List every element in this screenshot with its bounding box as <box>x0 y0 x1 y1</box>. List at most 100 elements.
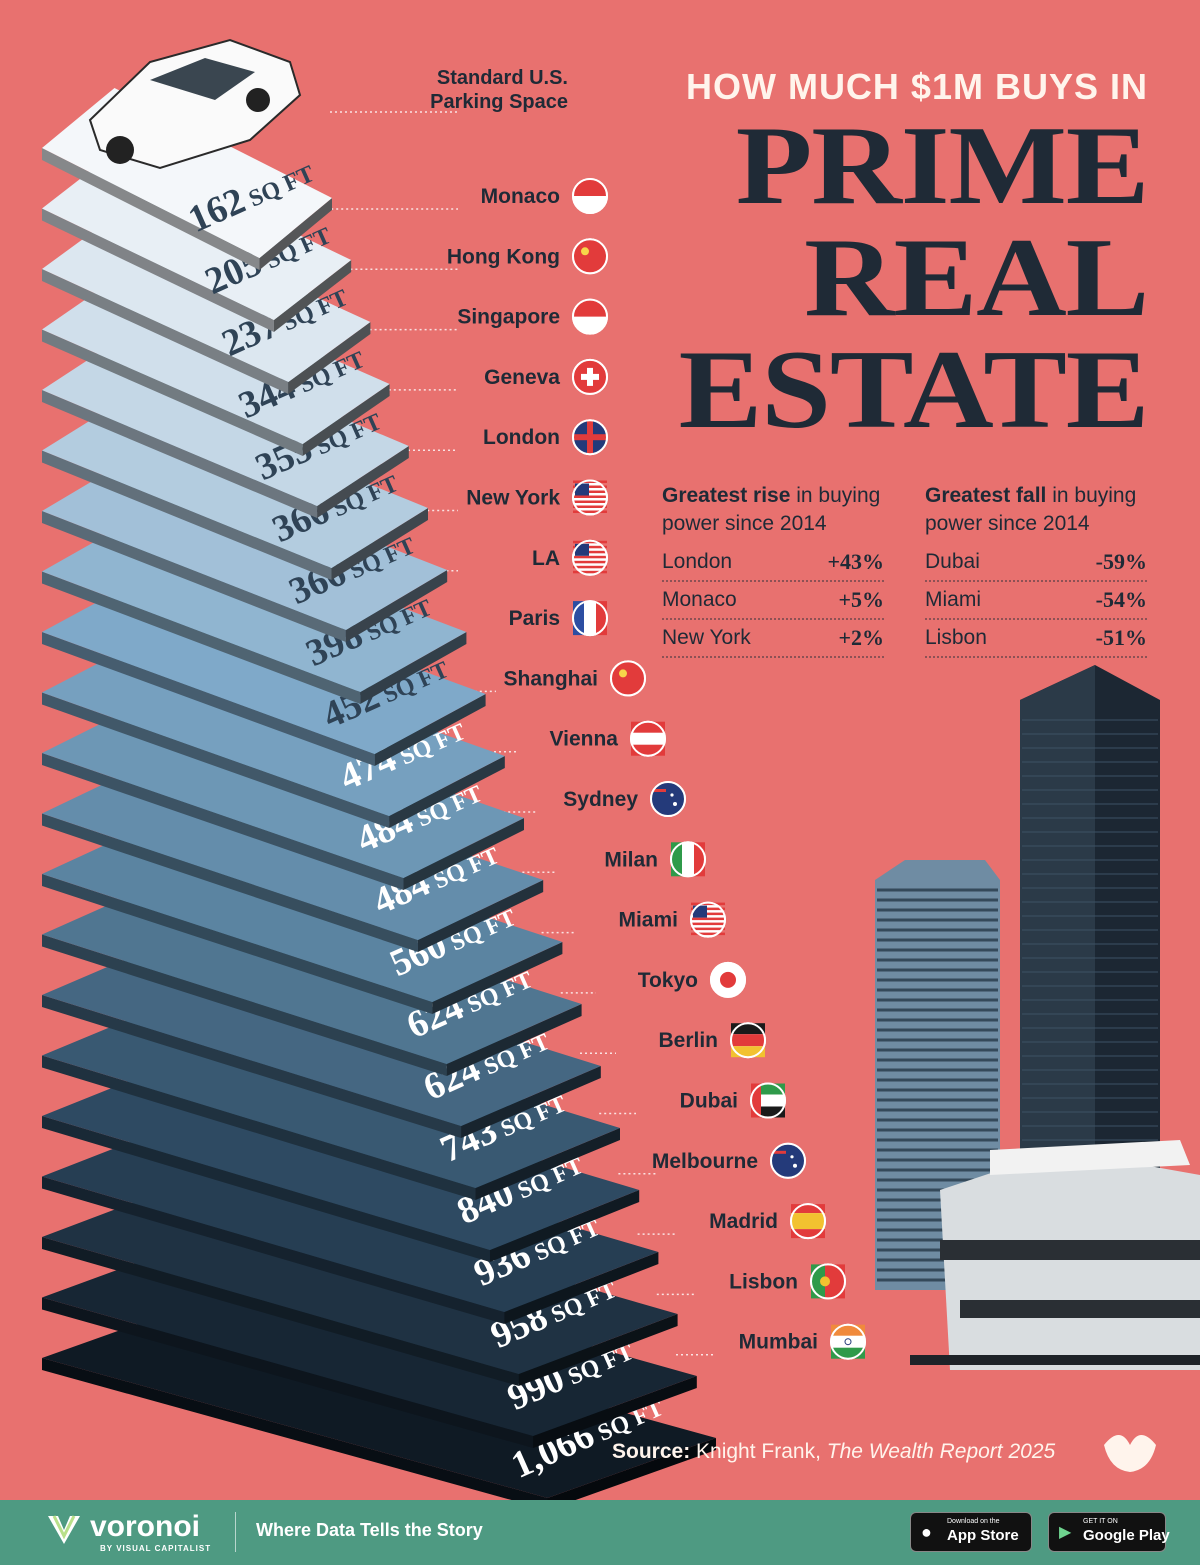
rise-value: +43% <box>827 549 884 574</box>
usa-flag-icon <box>572 479 608 516</box>
city-label: Madrid <box>709 1210 778 1233</box>
city-label: LA <box>532 547 560 570</box>
rise-row: London +43% <box>662 544 884 582</box>
source-label: Source: <box>612 1440 691 1463</box>
australia-flag-icon <box>770 1142 806 1179</box>
uae-flag-icon <box>750 1082 786 1119</box>
fall-city: Dubai <box>925 550 980 573</box>
slab-right-edge <box>432 942 563 1014</box>
uk-flag-icon <box>572 419 608 456</box>
portugal-flag-icon <box>810 1263 846 1300</box>
slab-right-edge <box>331 508 428 580</box>
usa-flag-icon <box>690 901 726 938</box>
china-flag-icon <box>610 660 646 697</box>
slab-right-edge <box>259 198 332 270</box>
visual-capitalist-logo-icon <box>1104 1435 1156 1472</box>
slab-left-edge <box>42 208 274 332</box>
source-publisher: Knight Frank, <box>696 1440 827 1463</box>
fall-row: Lisbon -51% <box>925 620 1147 658</box>
pre-title: HOW MUCH $1M BUYS IN <box>685 66 1148 107</box>
parking-label-line1: Standard U.S. <box>437 67 568 89</box>
slab-left-edge <box>42 269 289 394</box>
city-label: Mumbai <box>739 1331 818 1354</box>
fall-row: Dubai -59% <box>925 544 1147 582</box>
rise-city: London <box>662 550 733 573</box>
city-label: Vienna <box>550 728 619 751</box>
play-icon: ▶ <box>1059 1524 1072 1541</box>
australia-flag-icon <box>650 781 686 817</box>
slab-left-edge <box>42 692 390 828</box>
footer-divider <box>235 1512 236 1552</box>
slab-right-edge <box>403 818 524 890</box>
japan-flag-icon <box>710 961 746 998</box>
slab-right-edge <box>317 446 409 518</box>
india-flag-icon <box>830 1323 866 1360</box>
city-label: Dubai <box>680 1090 738 1113</box>
slab-left-edge <box>42 1055 476 1200</box>
app-store-small-label: Download on the <box>947 1518 1000 1525</box>
city-label: Tokyo <box>638 969 698 992</box>
slab-right-edge <box>533 1376 697 1448</box>
fall-row: Miami -54% <box>925 582 1147 620</box>
hong-kong-flag-icon <box>572 238 608 275</box>
rise-city: New York <box>662 626 751 649</box>
fall-heading-rest: in buying power since 2014 <box>925 484 1137 535</box>
usa-flag-icon <box>572 539 608 576</box>
city-label: London <box>483 426 560 449</box>
slab-right-edge <box>504 1252 659 1324</box>
slab-right-edge <box>489 1190 640 1262</box>
title-line-estate: ESTATE <box>678 328 1149 452</box>
fall-heading: Greatest fall in buying power since 2014 <box>925 482 1175 538</box>
slab-left-edge <box>42 148 260 270</box>
slab-right-edge <box>475 1128 620 1200</box>
italy-flag-icon <box>670 841 706 878</box>
voronoi-logo-icon <box>48 1515 80 1544</box>
rise-row: Monaco +5% <box>662 582 884 620</box>
slab-left-edge <box>42 511 346 642</box>
slab-left-edge <box>42 632 375 766</box>
modern-building-illustration <box>910 1140 1200 1370</box>
rise-heading-rest: in buying power since 2014 <box>662 484 881 535</box>
rise-city: Monaco <box>662 588 737 611</box>
source-title: The Wealth Report 2025 <box>826 1440 1056 1463</box>
google-play-small-label: GET IT ON <box>1083 1518 1118 1525</box>
brand-subtitle: BY VISUAL CAPITALIST <box>100 1544 212 1553</box>
rise-row: New York +2% <box>662 620 884 658</box>
rise-heading: Greatest rise in buying power since 2014 <box>662 482 912 538</box>
slab-right-edge <box>273 260 352 332</box>
city-label: Shanghai <box>503 667 598 690</box>
fall-value: -59% <box>1095 549 1147 574</box>
germany-flag-icon <box>730 1022 766 1059</box>
city-label: Sydney <box>563 788 638 811</box>
fall-heading-bold: Greatest fall <box>925 484 1047 507</box>
spain-flag-icon <box>790 1203 826 1240</box>
app-store-button[interactable]: ● Download on the App Store <box>910 1512 1032 1552</box>
brand-name: voronoi <box>90 1510 200 1543</box>
slab-right-edge <box>288 322 371 394</box>
city-label: Paris <box>509 607 560 630</box>
car-icon <box>88 38 302 170</box>
slab-left-edge <box>42 813 418 952</box>
slab-left-edge <box>42 450 332 580</box>
slab-left-edge <box>42 1116 490 1262</box>
footer-bar: voronoi BY VISUAL CAPITALIST Where Data … <box>0 1500 1200 1565</box>
slab-right-edge <box>389 756 505 828</box>
source-note: Source: Knight Frank, The Wealth Report … <box>612 1440 1055 1464</box>
slab-right-edge <box>374 694 486 766</box>
slab-left-edge <box>42 1176 505 1324</box>
fall-value: -54% <box>1095 587 1147 612</box>
google-play-button[interactable]: ▶ GET IT ON Google Play <box>1048 1512 1170 1552</box>
slab-left-edge <box>42 1237 519 1386</box>
slab-left-edge <box>42 934 447 1076</box>
fall-value: -51% <box>1095 625 1147 650</box>
parking-label-line2: Parking Space <box>430 91 568 113</box>
slab-left-edge <box>42 329 303 456</box>
city-label: Hong Kong <box>447 245 560 268</box>
fall-city: Miami <box>925 588 981 611</box>
app-store-label: App Store <box>947 1527 1019 1544</box>
city-label: Geneva <box>484 366 560 389</box>
tagline: Where Data Tells the Story <box>256 1520 483 1540</box>
slab-left-edge <box>42 995 462 1138</box>
rise-value: +5% <box>838 587 884 612</box>
